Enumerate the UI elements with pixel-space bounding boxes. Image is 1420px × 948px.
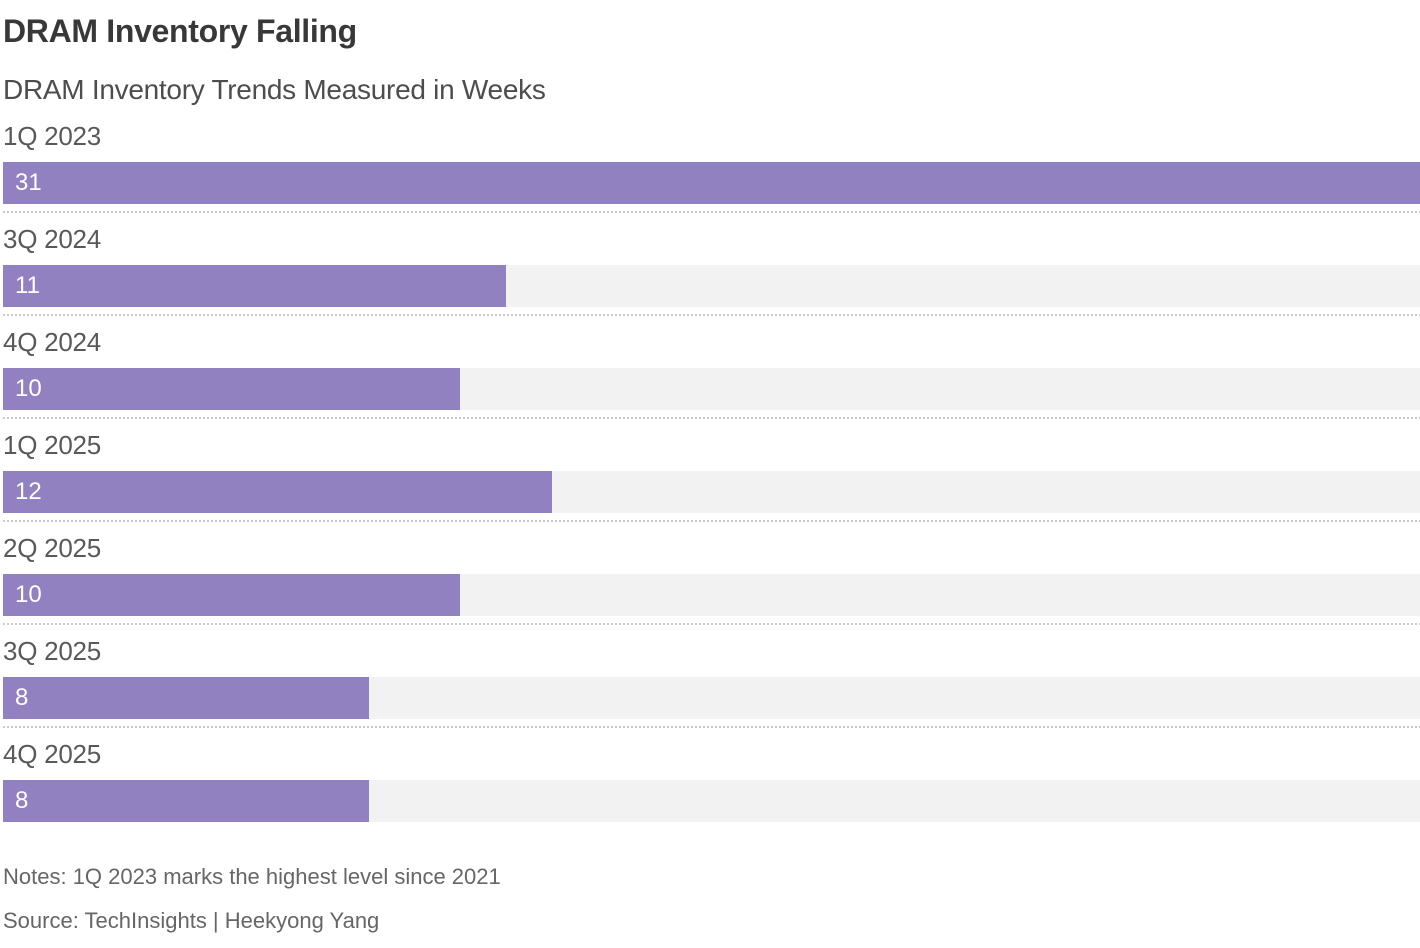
row-separator (3, 211, 1420, 213)
bar-track: 8 (3, 780, 1420, 822)
row-separator (3, 623, 1420, 625)
bar-value-label: 10 (15, 581, 42, 608)
chart-source: Source: TechInsights | Heekyong Yang (3, 908, 380, 933)
row-separator (3, 726, 1420, 728)
chart-row: 4Q 2024 10 (3, 328, 1420, 419)
bar-value-label: 31 (15, 169, 42, 196)
category-label: 1Q 2023 (3, 121, 101, 151)
chart-row: 3Q 2025 8 (3, 637, 1420, 728)
category-label: 1Q 2025 (3, 430, 101, 460)
bar-track: 10 (3, 574, 1420, 616)
bar-track: 11 (3, 265, 1420, 307)
bar-track: 31 (3, 162, 1420, 204)
bar-value-label: 12 (15, 478, 42, 505)
bar-fill: 10 (3, 368, 461, 410)
bar-fill: 12 (3, 471, 552, 513)
row-separator (3, 417, 1420, 419)
bar-value-label: 8 (15, 787, 29, 814)
chart-rows: 1Q 2023 31 3Q 2024 11 4Q 2024 10 1Q 2025 12 2Q 2… (3, 122, 1420, 822)
row-separator (3, 520, 1420, 522)
bar-fill: 8 (3, 677, 369, 719)
bar-track: 12 (3, 471, 1420, 513)
bar-value-label: 11 (15, 272, 40, 299)
bar-value-label: 8 (15, 684, 29, 711)
bar-track: 10 (3, 368, 1420, 410)
chart-row: 1Q 2025 12 (3, 431, 1420, 522)
bar-value-label: 10 (15, 375, 42, 402)
category-label: 2Q 2025 (3, 533, 101, 563)
bar-fill: 8 (3, 780, 369, 822)
bar-fill: 10 (3, 574, 461, 616)
chart-row: 2Q 2025 10 (3, 534, 1420, 625)
category-label: 3Q 2024 (3, 224, 101, 254)
category-label: 3Q 2025 (3, 636, 101, 666)
bar-fill: 31 (3, 162, 1420, 204)
bar-track: 8 (3, 677, 1420, 719)
chart-title: DRAM Inventory Falling (3, 13, 357, 49)
chart-notes: Notes: 1Q 2023 marks the highest level s… (3, 864, 501, 889)
category-label: 4Q 2024 (3, 327, 101, 357)
category-label: 4Q 2025 (3, 739, 101, 769)
chart-row: 3Q 2024 11 (3, 225, 1420, 316)
chart-subtitle: DRAM Inventory Trends Measured in Weeks (3, 74, 546, 105)
chart-row: 4Q 2025 8 (3, 740, 1420, 822)
bar-fill: 11 (3, 265, 506, 307)
chart-row: 1Q 2023 31 (3, 122, 1420, 213)
row-separator (3, 314, 1420, 316)
